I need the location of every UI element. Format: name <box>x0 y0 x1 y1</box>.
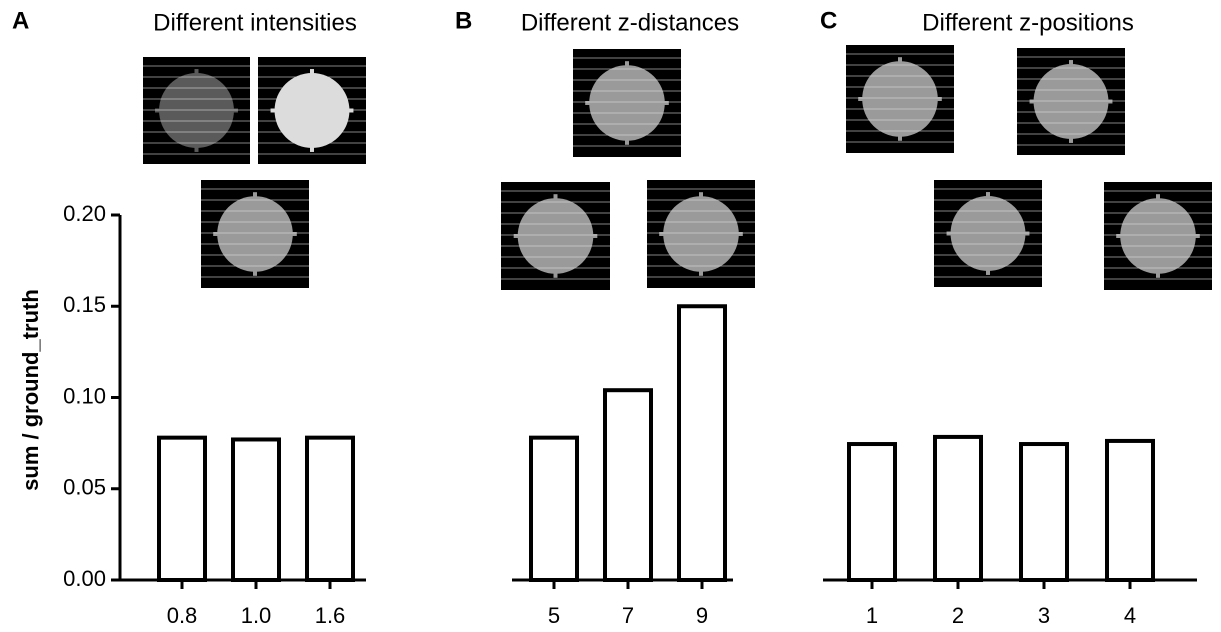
bar <box>233 439 279 580</box>
thumbnail <box>143 57 250 164</box>
panel-title: Different z-distances <box>521 9 739 36</box>
x-tick-label: 5 <box>548 603 560 628</box>
y-tick-label: 0.05 <box>63 475 106 500</box>
y-tick-label: 0.10 <box>63 383 106 408</box>
x-tick-label: 9 <box>696 603 708 628</box>
y-tick-label: 0.15 <box>63 292 106 317</box>
bar <box>307 438 353 580</box>
bar <box>1021 444 1067 580</box>
x-tick-label: 2 <box>952 603 964 628</box>
thumbnail <box>1104 182 1212 290</box>
y-axis-label: sum / ground_truth <box>18 289 43 491</box>
bar <box>935 437 981 580</box>
thumbnail <box>647 180 755 288</box>
bar <box>159 438 205 580</box>
thumbnail <box>258 57 366 164</box>
thumbnail <box>501 182 610 290</box>
panel-letter: C <box>820 7 837 34</box>
y-tick-label: 0.00 <box>63 566 106 591</box>
thumbnail <box>573 49 681 157</box>
bar <box>679 306 725 580</box>
x-tick-label: 1.0 <box>241 603 272 628</box>
x-tick-label: 1.6 <box>315 603 346 628</box>
panel-letter: B <box>455 7 472 34</box>
thumbnail-nub <box>947 232 1030 236</box>
panel-letter: A <box>12 7 29 34</box>
panel-title: Different intensities <box>153 9 357 36</box>
panel-title: Different z-positions <box>922 9 1134 36</box>
figure: A Different intensities 0.00 0.05 0.10 0.15 0.… <box>0 0 1221 632</box>
x-tick-label: 7 <box>622 603 634 628</box>
thumbnail <box>201 180 309 288</box>
x-tick-label: 4 <box>1124 603 1136 628</box>
thumbnail <box>1017 48 1125 155</box>
x-tick-label: 1 <box>866 603 878 628</box>
bar <box>605 390 651 580</box>
bar <box>849 444 895 580</box>
y-tick-label: 0.20 <box>63 201 106 226</box>
thumbnail <box>846 45 954 153</box>
thumbnail-nub <box>271 109 354 113</box>
thumbnail-nub <box>155 109 238 113</box>
x-tick-label: 3 <box>1038 603 1050 628</box>
bar <box>1107 441 1153 580</box>
x-tick-label: 0.8 <box>167 603 198 628</box>
thumbnail-nub <box>1030 100 1113 104</box>
thumbnail <box>934 180 1042 287</box>
bar <box>531 438 577 580</box>
